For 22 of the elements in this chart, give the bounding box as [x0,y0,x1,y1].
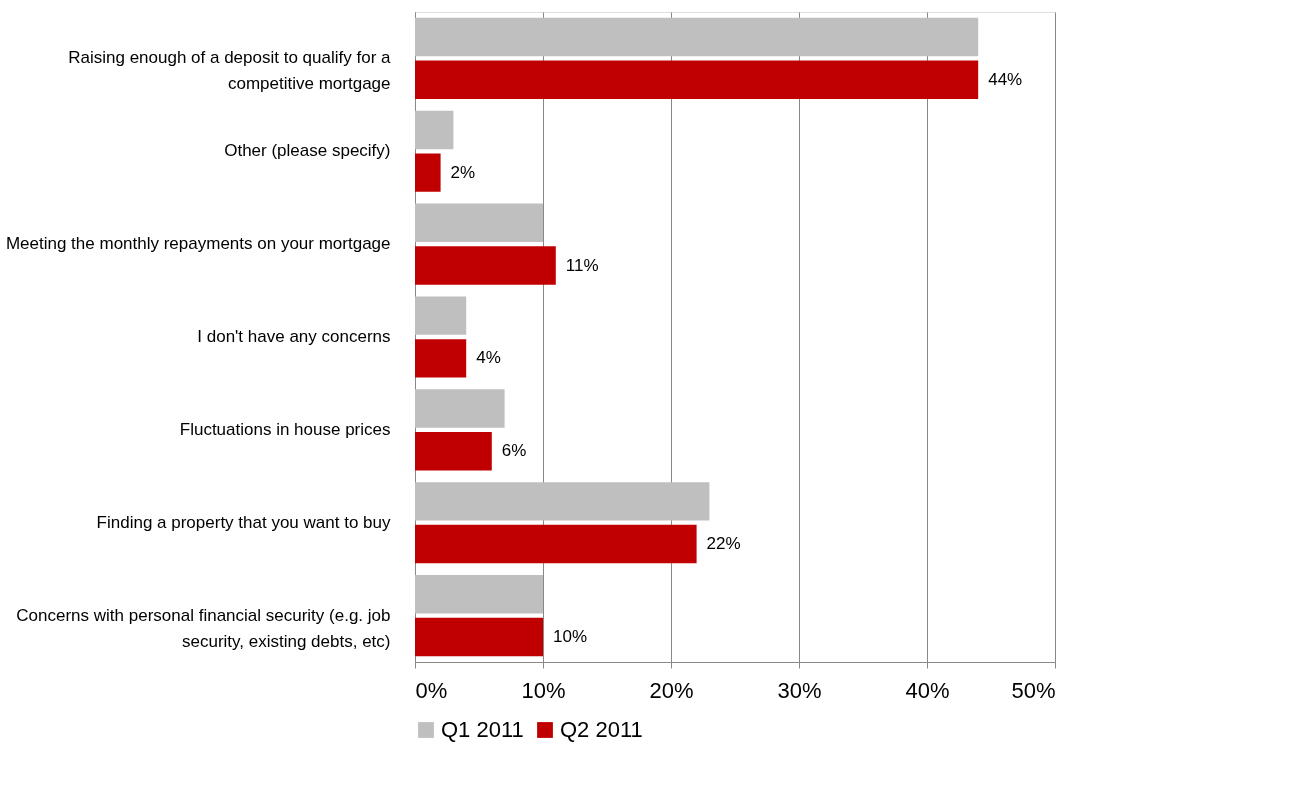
x-tick-label: 20% [649,677,694,703]
x-tick-label: 30% [777,677,822,703]
legend-label: Q1 2011 [441,717,524,742]
data-label: 44% [988,69,1023,89]
data-label: 11% [565,255,599,275]
data-label: 6% [501,441,527,461]
y-tick-label: Finding a property that you want to buy [96,512,391,532]
data-label: 10% [553,626,588,646]
legend-label: Q2 2011 [560,717,643,742]
x-tick-label: 50% [1011,677,1056,703]
data-label: 2% [450,162,476,182]
y-tick-label: Fluctuations in house prices [179,419,391,439]
y-tick-label: Other (please specify) [224,141,391,161]
y-tick-label: Raising enough of a deposit to qualify for a competitive mortgage [68,48,392,94]
x-tick-label: 10% [521,677,566,703]
x-tick-label: 0% [415,677,448,703]
y-tick-label: Meeting the monthly repayments on your mortgage [5,234,391,254]
data-label: 22% [706,534,741,554]
y-tick-label: Concerns with personal financial security (e.g. job security, existing debts, etc) [16,605,391,651]
y-tick-label: I don't have any concerns [197,327,391,346]
x-tick-label: 40% [905,677,950,703]
data-label: 4% [476,348,501,368]
